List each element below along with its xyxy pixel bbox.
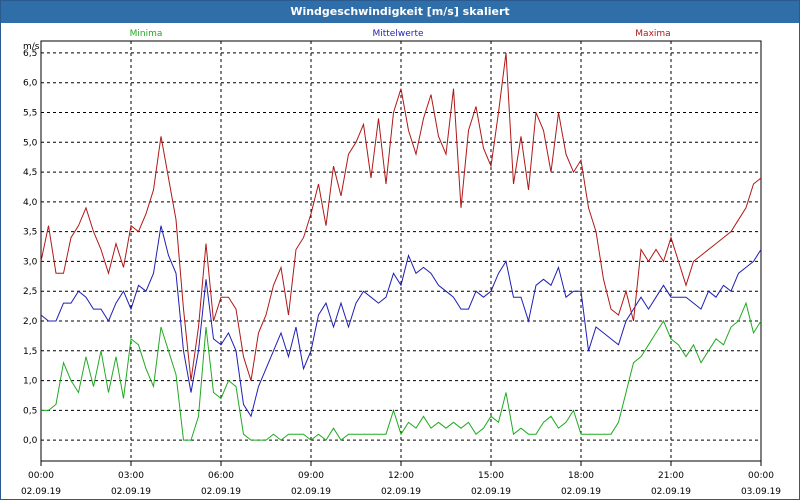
y-axis-label: m/s [23,42,40,52]
x-tick-date-label: 02.09.19 [21,487,61,497]
x-tick-date-label: 02.09.19 [381,487,421,497]
x-tick-date-label: 02.09.19 [201,487,241,497]
legend-entry-maxima: Maxima [635,29,670,39]
x-tick-date-label: 03.09.19 [741,487,781,497]
series-line-mittelwerte [40,225,762,418]
x-tick-time-label: 09:00 [298,471,324,481]
x-tick-date-label: 02.09.19 [561,487,601,497]
y-tick-label: 5,0 [23,138,38,148]
y-tick-label: 6,0 [23,79,38,89]
y-tick-label: 4,0 [23,198,38,208]
y-tick-label: 5,5 [23,108,37,118]
plot-frame [40,40,762,462]
x-tick-date-label: 02.09.19 [111,487,151,497]
y-tick-label: 4,5 [23,168,37,178]
window-title: Windgeschwindigkeit [m/s] skaliert [1,1,799,23]
legend-entry-mittelwerte: Mittelwerte [372,29,423,39]
series-line-minima [41,301,762,441]
y-tick-label: 6,5 [23,49,37,59]
x-tick-time-label: 00:00 [28,471,54,481]
series-layer [40,52,762,441]
y-tick-label: 1,0 [23,377,38,387]
x-tick-date-label: 02.09.19 [651,487,691,497]
y-tick-label: 3,0 [23,257,38,267]
y-tick-label: 2,5 [23,287,37,297]
legend-entry-minima: Minima [130,29,163,39]
y-tick-label: 1,5 [23,347,37,357]
legend: Minima Mittelwerte Maxima [130,29,671,39]
x-tick-date-label: 02.09.19 [471,487,511,497]
x-tick-time-label: 00:00 [748,471,774,481]
x-tick-time-label: 03:00 [118,471,144,481]
x-tick-date-label: 02.09.19 [291,487,331,497]
x-tick-time-label: 21:00 [658,471,684,481]
series-line-maxima [40,52,762,381]
x-tick-time-label: 18:00 [568,471,594,481]
x-tick-time-label: 06:00 [208,471,234,481]
x-tick-time-label: 12:00 [388,471,414,481]
y-tick-label: 2,0 [23,317,38,327]
grid [41,41,761,461]
wind-speed-chart: 0,0 0,5 1,0 1,5 2,0 2,5 3,0 3,5 4,0 4,5 5,0 5,5 6,0 6… [21,29,781,497]
y-tick-label: 0,0 [23,436,38,446]
y-tick-label: 3,5 [23,228,37,238]
x-tick-time-label: 15:00 [478,471,504,481]
y-tick-label: 0,5 [23,406,37,416]
axes: 0,0 0,5 1,0 1,5 2,0 2,5 3,0 3,5 4,0 4,5 5,0 5,5 6,0 6… [21,40,781,497]
